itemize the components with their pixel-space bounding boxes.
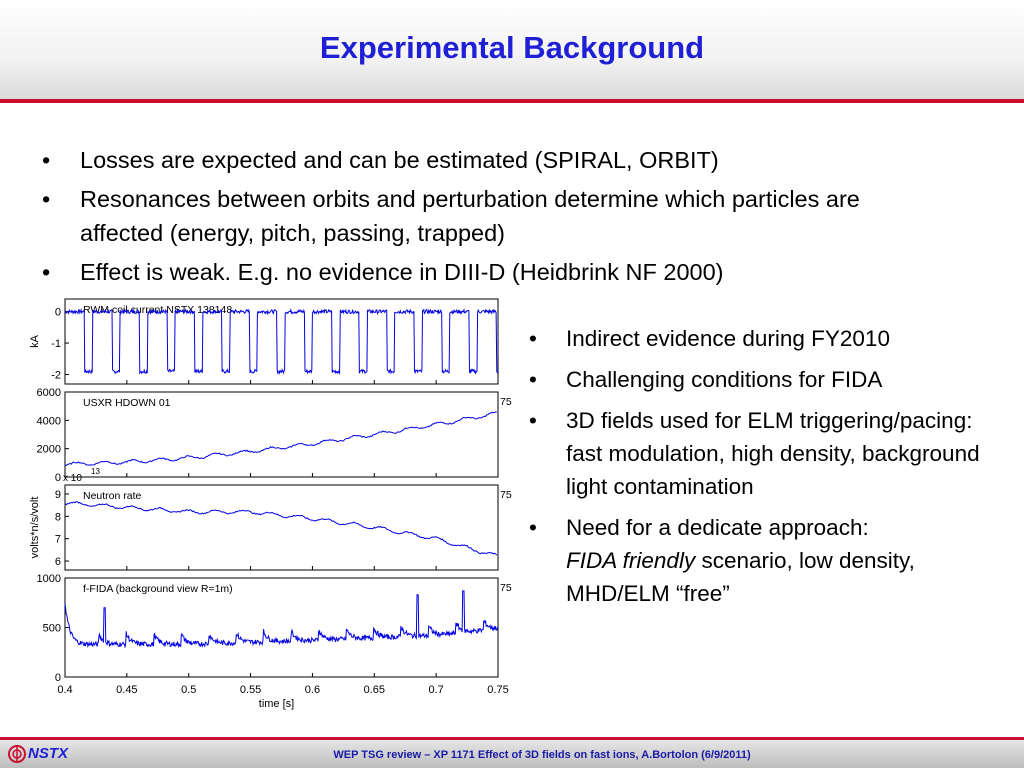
series-line — [64, 501, 498, 556]
x-tick-label: 0.7 — [428, 684, 443, 696]
bullet-text: 3D fields used for ELM triggering/pacing… — [566, 408, 973, 433]
emphasis-text: FIDA friendly — [566, 548, 696, 573]
header-divider — [0, 99, 1024, 103]
y-tick-label: 0 — [55, 472, 61, 484]
series-line — [64, 307, 499, 375]
bullet-item: 3D fields used for ELM triggering/pacing… — [527, 404, 1007, 503]
x-tick-label: 0.55 — [240, 684, 261, 696]
bullet-item: Need for a dedicate approach: FIDA frien… — [527, 511, 1007, 610]
y-tick-label: 0 — [55, 307, 61, 319]
bullet-text: Need for a dedicate approach: — [566, 515, 869, 540]
y-tick-label: 0 — [55, 672, 61, 684]
bullet-item: Effect is weak. E.g. no evidence in DIII… — [40, 255, 900, 289]
y-axis-label: kA — [29, 334, 41, 348]
y-tick-label: 500 — [43, 623, 61, 635]
x-axis-label: time [s] — [259, 698, 294, 710]
bullet-item: Losses are expected and can be estimated… — [40, 143, 900, 177]
series-line — [64, 590, 499, 649]
y-tick-label: 2000 — [37, 444, 61, 456]
y-axis-label: volts*n/s/volt — [29, 497, 41, 559]
y-tick-label: -2 — [51, 370, 61, 382]
scale-note: x 10 — [63, 473, 82, 484]
top-bullet-list: Losses are expected and can be estimated… — [40, 143, 900, 294]
y-tick-label: 6 — [55, 556, 61, 568]
x-tick-label: 0.6 — [305, 684, 320, 696]
x-tick-label: 0.45 — [116, 684, 137, 696]
footer-divider — [0, 737, 1024, 740]
y-tick-label: 6000 — [37, 387, 61, 399]
panel-frame — [64, 577, 499, 678]
panel-frame — [64, 484, 499, 571]
bullet-text: scenario, low density, MHD/ELM “free” — [566, 548, 915, 606]
panel-frame — [64, 391, 499, 478]
series-line — [64, 411, 497, 467]
logo-text: NSTX — [28, 745, 69, 762]
right-bullet-list: Indirect evidence during FY2010 Challeng… — [527, 322, 1007, 618]
nstx-logo-icon — [8, 745, 26, 763]
scale-exponent: 13 — [91, 467, 100, 476]
y-tick-label: 9 — [55, 489, 61, 501]
overlap-tick-label: 75 — [500, 489, 512, 501]
panel-label: Neutron rate — [83, 490, 142, 502]
overlap-tick-label: 75 — [500, 396, 512, 408]
y-tick-label: 1000 — [37, 573, 61, 585]
bullet-item: Challenging conditions for FIDA — [527, 363, 1007, 396]
slide-title: Experimental Background — [319, 30, 705, 65]
overlap-tick-label: 75 — [500, 582, 512, 594]
panel-frame — [64, 298, 499, 385]
bullet-text: fast modulation, high density, backgroun… — [566, 441, 980, 499]
footer-text: WEP TSG review – XP 1171 Effect of 3D fi… — [333, 749, 751, 761]
x-tick-label: 0.4 — [57, 684, 72, 696]
x-tick-label: 0.5 — [181, 684, 196, 696]
slide-footer — [0, 740, 1024, 768]
bullet-item: Resonances between orbits and perturbati… — [40, 182, 900, 250]
x-tick-label: 0.65 — [364, 684, 385, 696]
bullet-item: Indirect evidence during FY2010 — [527, 322, 1007, 355]
panel-label: USXR HDOWN 01 — [83, 397, 171, 409]
slide-header — [0, 0, 1024, 101]
y-tick-label: -1 — [51, 338, 61, 350]
y-tick-label: 8 — [55, 511, 61, 523]
y-tick-label: 7 — [55, 534, 61, 546]
panel-label: f-FIDA (background view R=1m) — [83, 583, 233, 595]
x-tick-label: 0.75 — [487, 684, 508, 696]
y-tick-label: 4000 — [37, 415, 61, 427]
